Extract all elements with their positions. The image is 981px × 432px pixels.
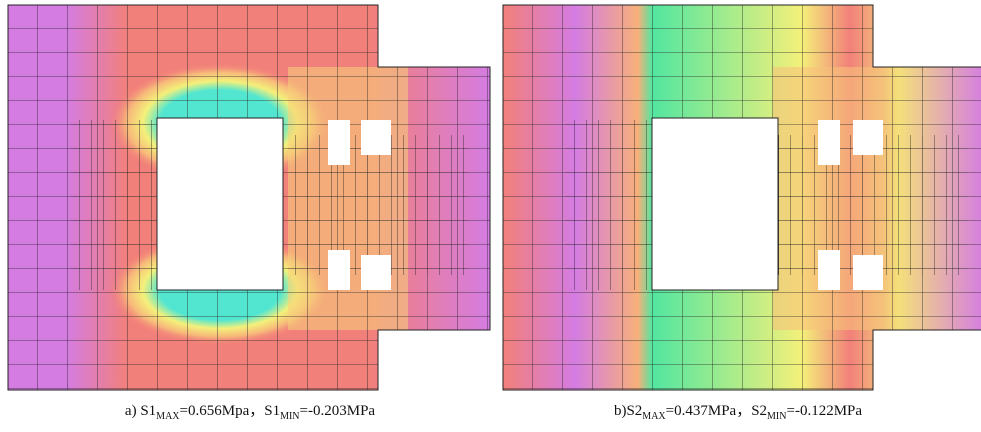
caption-text: b)S2	[614, 403, 642, 419]
caption-text: =-0.122MPa	[786, 403, 862, 419]
caption-subscript: MAX	[642, 411, 666, 422]
caption-text: =-0.203MPa	[300, 403, 376, 419]
caption-text: a) S1	[125, 403, 156, 419]
panel-a	[7, 4, 491, 391]
caption-subscript: MAX	[156, 411, 180, 422]
caption-a: a) S1MAX=0.656Mpa，S1MIN=-0.203MPa	[125, 403, 375, 422]
caption-text: =0.437MPa，S2	[666, 403, 767, 419]
panel-b	[502, 4, 981, 391]
caption-subscript: MIN	[767, 411, 786, 422]
caption-b: b)S2MAX=0.437MPa，S2MIN=-0.122MPa	[614, 403, 862, 422]
caption-subscript: MIN	[280, 411, 299, 422]
caption-text: =0.656Mpa，S1	[180, 403, 281, 419]
